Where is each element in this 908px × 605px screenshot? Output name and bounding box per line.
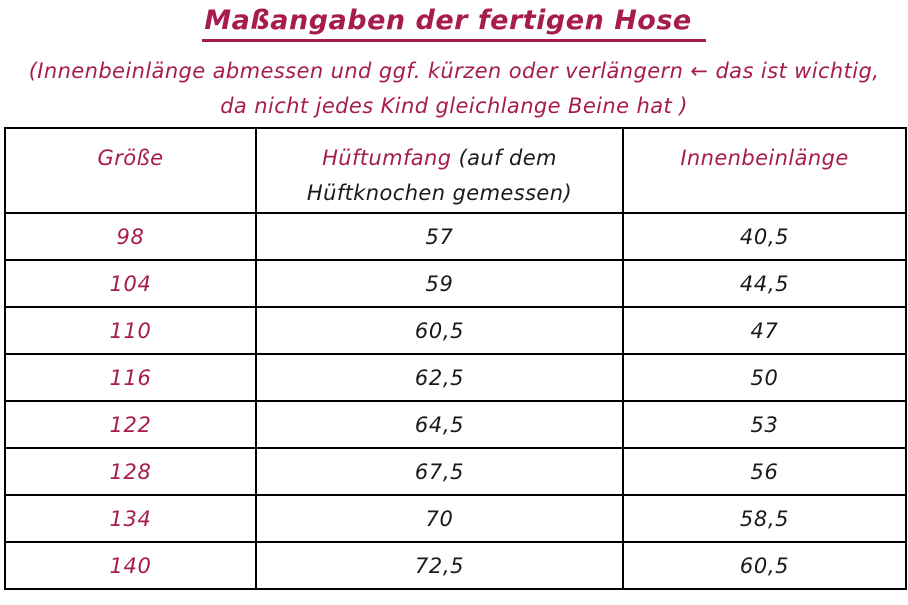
cell-groesse: 140 — [4, 541, 257, 590]
cell-hueftumfang: 64,5 — [255, 400, 624, 449]
table-row-98: 98 57 40,5 — [4, 212, 907, 261]
column-header-hueftumfang: Hüftumfang (auf dem Hüftknochen gemessen… — [255, 127, 624, 214]
cell-groesse: 116 — [4, 353, 257, 402]
cell-hueftumfang: 60,5 — [255, 306, 624, 355]
cell-innenbeinlaenge: 50 — [622, 353, 907, 402]
cell-innenbeinlaenge: 53 — [622, 400, 907, 449]
column-header-innenbeinlaenge: Innenbeinlänge — [622, 127, 907, 214]
cell-groesse: 122 — [4, 400, 257, 449]
column-header-groesse: Größe — [4, 127, 257, 214]
column-header-hueftumfang-note: (auf dem Hüftknochen gemessen) — [306, 146, 573, 205]
column-header-groesse-label: Größe — [97, 146, 164, 170]
cell-hueftumfang: 67,5 — [255, 447, 624, 496]
cell-hueftumfang: 59 — [255, 259, 624, 308]
cell-groesse: 104 — [4, 259, 257, 308]
page-title-text: Maßangaben der fertigen Hose — [202, 5, 706, 42]
cell-hueftumfang: 72,5 — [255, 541, 624, 590]
column-header-hueftumfang-label: Hüftumfang — [322, 146, 452, 170]
table-header-row: Größe Hüftumfang (auf dem Hüftknochen ge… — [4, 127, 907, 214]
cell-innenbeinlaenge: 40,5 — [622, 212, 907, 261]
size-measurements-table: Größe Hüftumfang (auf dem Hüftknochen ge… — [4, 127, 907, 590]
cell-groesse: 128 — [4, 447, 257, 496]
table-row-128: 128 67,5 56 — [4, 447, 907, 496]
cell-groesse: 110 — [4, 306, 257, 355]
cell-groesse: 98 — [4, 212, 257, 261]
cell-hueftumfang: 70 — [255, 494, 624, 543]
table-row-134: 134 70 58,5 — [4, 494, 907, 543]
table-row-140: 140 72,5 60,5 — [4, 541, 907, 590]
column-header-innenbeinlaenge-label: Innenbeinlänge — [680, 146, 849, 170]
table-row-116: 116 62,5 50 — [4, 353, 907, 402]
cell-hueftumfang: 57 — [255, 212, 624, 261]
cell-innenbeinlaenge: 60,5 — [622, 541, 907, 590]
table-row-104: 104 59 44,5 — [4, 259, 907, 308]
subtitle-line-1: (Innenbeinlänge abmessen und ggf. kürzen… — [28, 59, 880, 83]
subtitle-line-2: da nicht jedes Kind gleichlange Beine ha… — [220, 94, 688, 118]
cell-innenbeinlaenge: 47 — [622, 306, 907, 355]
cell-innenbeinlaenge: 56 — [622, 447, 907, 496]
table-row-110: 110 60,5 47 — [4, 306, 907, 355]
cell-hueftumfang: 62,5 — [255, 353, 624, 402]
document-page: Maßangaben der fertigen Hose (Innenbeinl… — [0, 5, 908, 605]
page-title: Maßangaben der fertigen Hose — [0, 5, 908, 42]
table-row-122: 122 64,5 53 — [4, 400, 907, 449]
cell-groesse: 134 — [4, 494, 257, 543]
cell-innenbeinlaenge: 44,5 — [622, 259, 907, 308]
cell-innenbeinlaenge: 58,5 — [622, 494, 907, 543]
